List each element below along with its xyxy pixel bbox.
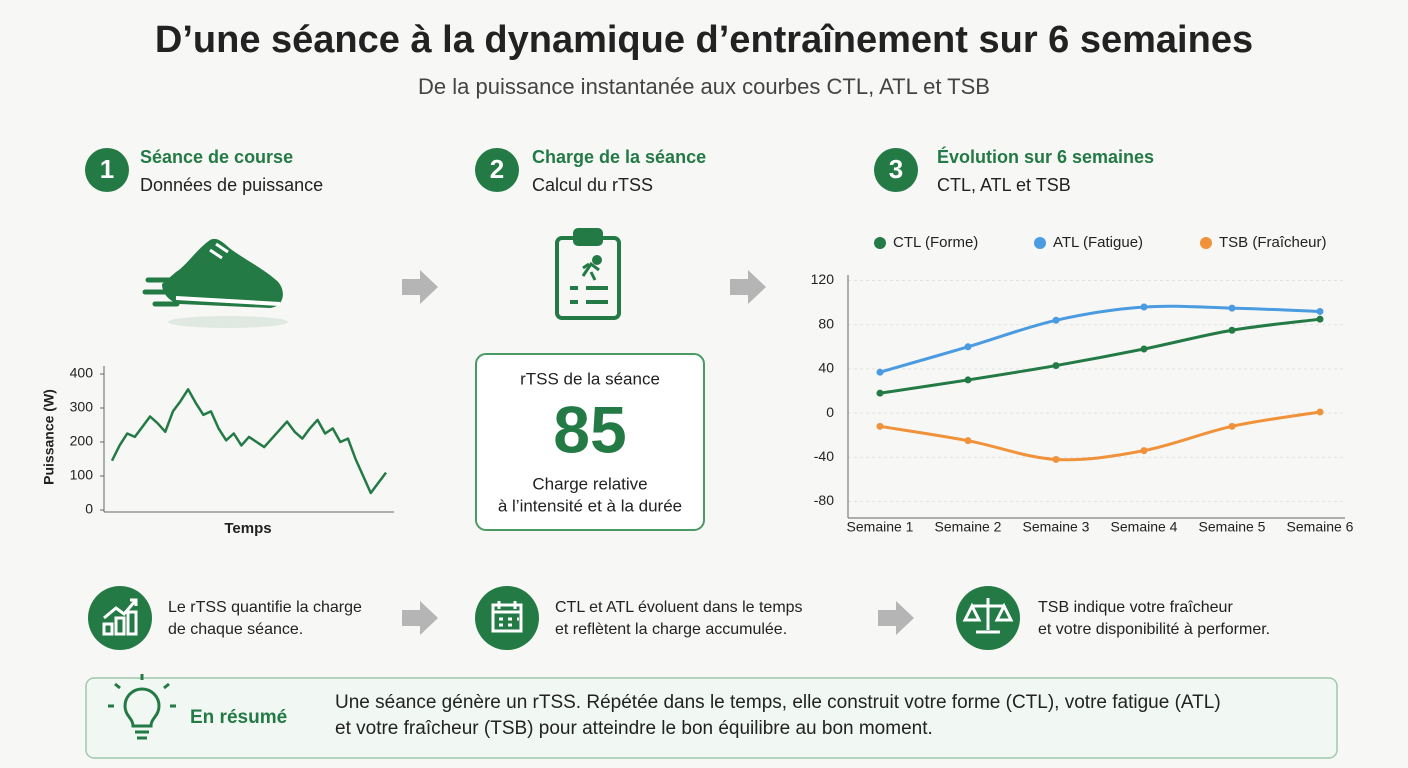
y-axis-label: Puissance (W) bbox=[41, 389, 57, 485]
decor bbox=[402, 270, 914, 635]
point bbox=[1316, 408, 1324, 416]
y-tick-label: 100 bbox=[70, 467, 94, 483]
clipboard-icon bbox=[555, 228, 621, 320]
x-tick-label: Semaine 5 bbox=[1199, 519, 1266, 535]
y-tick-label: 120 bbox=[811, 271, 835, 287]
point bbox=[1052, 455, 1060, 463]
point bbox=[876, 389, 884, 397]
y-tick-label: 0 bbox=[85, 501, 93, 517]
y-tick-label: -80 bbox=[814, 492, 834, 508]
step-subtitle: CTL, ATL et TSB bbox=[937, 175, 1071, 195]
legend-marker bbox=[874, 237, 886, 249]
step-number: 3 bbox=[889, 154, 903, 184]
rtss-label: rTSS de la séance bbox=[520, 369, 660, 388]
point bbox=[1052, 362, 1060, 370]
point bbox=[1228, 304, 1236, 312]
point bbox=[964, 376, 972, 384]
y-tick-label: 300 bbox=[70, 399, 94, 415]
point bbox=[1228, 326, 1236, 334]
x-tick-label: Semaine 3 bbox=[1023, 519, 1090, 535]
rtss-value: 85 bbox=[553, 392, 626, 466]
note-icon-bg bbox=[475, 586, 539, 650]
point bbox=[1316, 307, 1324, 315]
y-tick-label: -40 bbox=[814, 448, 834, 464]
point bbox=[1140, 345, 1148, 353]
legend-label: ATL (Fatigue) bbox=[1053, 234, 1143, 251]
power-line bbox=[110, 388, 388, 495]
legend-marker bbox=[1200, 237, 1212, 249]
series-line bbox=[879, 304, 1321, 374]
step-title: Évolution sur 6 semaines bbox=[937, 146, 1154, 167]
note-text: de chaque séance. bbox=[168, 621, 303, 638]
rtss-caption: à l’intensité et à la durée bbox=[498, 496, 682, 515]
note-icon bbox=[102, 598, 138, 636]
subtitle: De la puissance instantanée aux courbes … bbox=[418, 74, 990, 99]
step-subtitle: Données de puissance bbox=[140, 175, 323, 195]
legend-marker bbox=[1034, 237, 1046, 249]
step-number: 1 bbox=[100, 154, 114, 184]
y-tick-label: 200 bbox=[70, 433, 94, 449]
point bbox=[964, 437, 972, 445]
point bbox=[1140, 303, 1148, 311]
step-badge bbox=[475, 148, 519, 192]
bulb-icon bbox=[108, 674, 176, 740]
y-tick-label: 0 bbox=[826, 404, 834, 420]
step-badge bbox=[85, 148, 129, 192]
note-icon bbox=[491, 601, 523, 633]
point bbox=[1052, 316, 1060, 324]
step-title: Séance de course bbox=[140, 147, 293, 167]
step-number: 2 bbox=[490, 154, 504, 184]
summary-box bbox=[85, 677, 1338, 759]
step-subtitle: Calcul du rTSS bbox=[532, 175, 653, 195]
point bbox=[876, 368, 884, 376]
summary-title: En résumé bbox=[190, 707, 287, 728]
note-text: et votre disponibilité à performer. bbox=[1038, 621, 1270, 638]
series-line bbox=[879, 410, 1321, 462]
note-text: TSB indique votre fraîcheur bbox=[1038, 599, 1233, 616]
point bbox=[964, 343, 972, 351]
step-badge bbox=[874, 148, 918, 192]
note-icon bbox=[962, 598, 1014, 634]
y-tick-label: 40 bbox=[818, 360, 834, 376]
x-tick-label: Semaine 6 bbox=[1287, 519, 1354, 535]
note-text: et reflètent la charge accumulée. bbox=[555, 621, 787, 638]
point bbox=[1140, 447, 1148, 455]
shoe-icon bbox=[142, 238, 288, 328]
x-tick-label: Semaine 4 bbox=[1111, 519, 1178, 535]
title: D’une séance à la dynamique d’entraîneme… bbox=[155, 19, 1253, 61]
x-tick-label: Semaine 1 bbox=[847, 519, 914, 535]
note-text: CTL et ATL évoluent dans le temps bbox=[555, 599, 803, 616]
legend-label: TSB (Fraîcheur) bbox=[1219, 234, 1327, 251]
summary-line: et votre fraîcheur (TSB) pour atteindre … bbox=[335, 718, 933, 739]
y-tick-label: 400 bbox=[70, 365, 94, 381]
legend-label: CTL (Forme) bbox=[893, 234, 978, 251]
summary-line: Une séance génère un rTSS. Répétée dans … bbox=[335, 692, 1221, 713]
rtss-card bbox=[475, 353, 705, 531]
point bbox=[1316, 315, 1324, 323]
note-text: Le rTSS quantifie la charge bbox=[168, 599, 362, 616]
rtss-caption: Charge relative bbox=[532, 474, 647, 493]
step-title: Charge de la séance bbox=[532, 147, 706, 167]
series-line bbox=[879, 317, 1321, 395]
point bbox=[876, 422, 884, 430]
point bbox=[1228, 422, 1236, 430]
x-axis-label: Temps bbox=[224, 520, 271, 537]
y-tick-label: 80 bbox=[818, 315, 834, 331]
x-tick-label: Semaine 2 bbox=[935, 519, 1002, 535]
